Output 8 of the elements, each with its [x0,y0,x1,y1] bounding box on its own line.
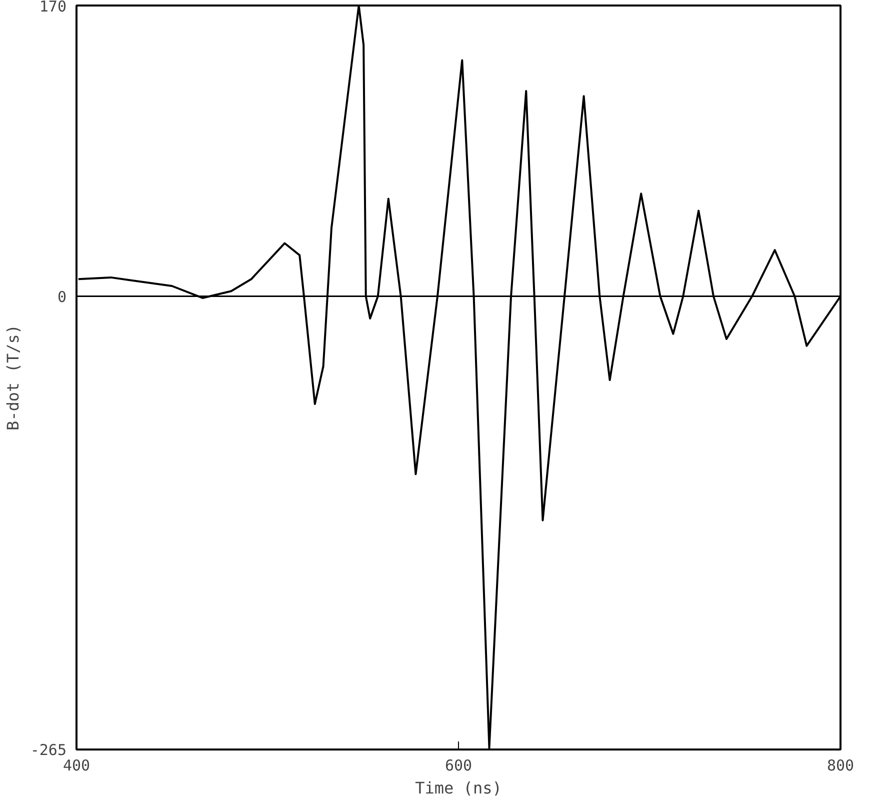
y-tick-label: -265 [30,741,66,759]
x-tick-label: 800 [826,756,854,774]
y-axis-title: B-dot (T/s) [3,324,22,430]
y-tick-label: 0 [57,288,66,306]
y-tick-label: 170 [39,0,66,16]
x-tick-label: 400 [62,756,90,774]
x-tick-label: 600 [444,756,472,774]
x-axis-title: Time (ns) [415,778,502,798]
